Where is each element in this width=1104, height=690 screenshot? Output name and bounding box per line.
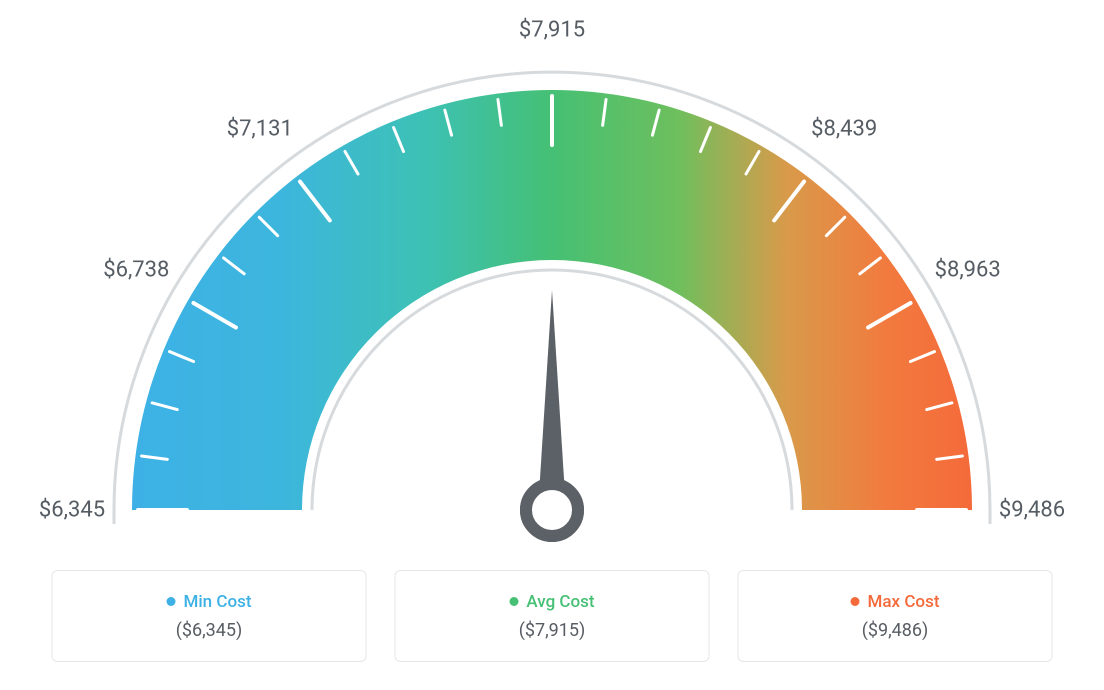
- gauge-tick-label: $9,486: [999, 498, 1065, 523]
- avg-cost-card: Avg Cost ($7,915): [395, 570, 710, 662]
- gauge-tick-label: $7,915: [519, 18, 585, 43]
- min-cost-card: Min Cost ($6,345): [52, 570, 367, 662]
- card-title: Avg Cost: [526, 592, 594, 612]
- gauge-chart: $6,345$6,738$7,131$7,915$8,439$8,963$9,4…: [72, 40, 1032, 560]
- card-value: ($9,486): [862, 620, 929, 641]
- card-title-row: Max Cost: [851, 592, 940, 612]
- dot-icon: [166, 597, 175, 606]
- card-value: ($7,915): [519, 620, 586, 641]
- gauge-tick-label: $8,963: [935, 258, 1001, 283]
- summary-cards: Min Cost ($6,345) Avg Cost ($7,915) Max …: [52, 570, 1053, 662]
- card-value: ($6,345): [176, 620, 243, 641]
- gauge-tick-label: $7,131: [227, 117, 293, 142]
- max-cost-card: Max Cost ($9,486): [738, 570, 1053, 662]
- card-title: Max Cost: [868, 592, 940, 612]
- gauge-svg: [72, 40, 1032, 560]
- gauge-tick-label: $8,439: [811, 117, 877, 142]
- card-title-row: Avg Cost: [509, 592, 594, 612]
- card-title: Min Cost: [183, 592, 251, 612]
- gauge-tick-label: $6,738: [103, 258, 169, 283]
- dot-icon: [851, 597, 860, 606]
- gauge-tick-label: $6,345: [39, 498, 105, 523]
- card-title-row: Min Cost: [166, 592, 251, 612]
- dot-icon: [509, 597, 518, 606]
